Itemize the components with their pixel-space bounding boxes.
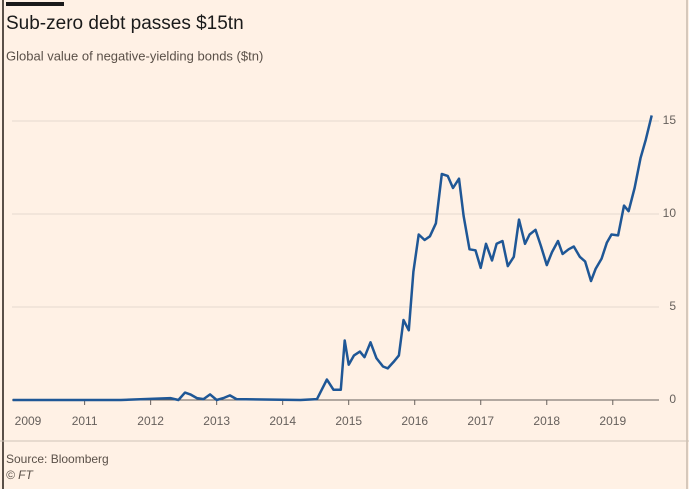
x-tick-label: 2018 (533, 414, 560, 428)
x-tick-label: 2017 (467, 414, 494, 428)
x-tick-label: 2011 (72, 414, 98, 428)
x-tick-label: 2012 (137, 414, 164, 428)
x-tick-label: 2009 (15, 414, 42, 428)
x-tick-label: 2014 (269, 414, 296, 428)
chart-subtitle: Global value of negative-yielding bonds … (6, 48, 263, 63)
x-tick-label: 2015 (335, 414, 362, 428)
x-tick-label: 2013 (203, 414, 230, 428)
source: Source: Bloomberg (6, 452, 109, 466)
y-tick-label: 15 (663, 113, 677, 127)
credit: © FT (6, 468, 35, 482)
x-tick-label: 2019 (599, 414, 626, 428)
y-tick-label: 5 (669, 299, 676, 313)
x-tick-label: 2016 (401, 414, 428, 428)
y-tick-label: 0 (669, 392, 676, 406)
chart-title: Sub-zero debt passes $15tn (6, 13, 244, 34)
line (12, 115, 653, 402)
title-bar (6, 2, 64, 6)
y-tick-label: 10 (663, 206, 677, 220)
